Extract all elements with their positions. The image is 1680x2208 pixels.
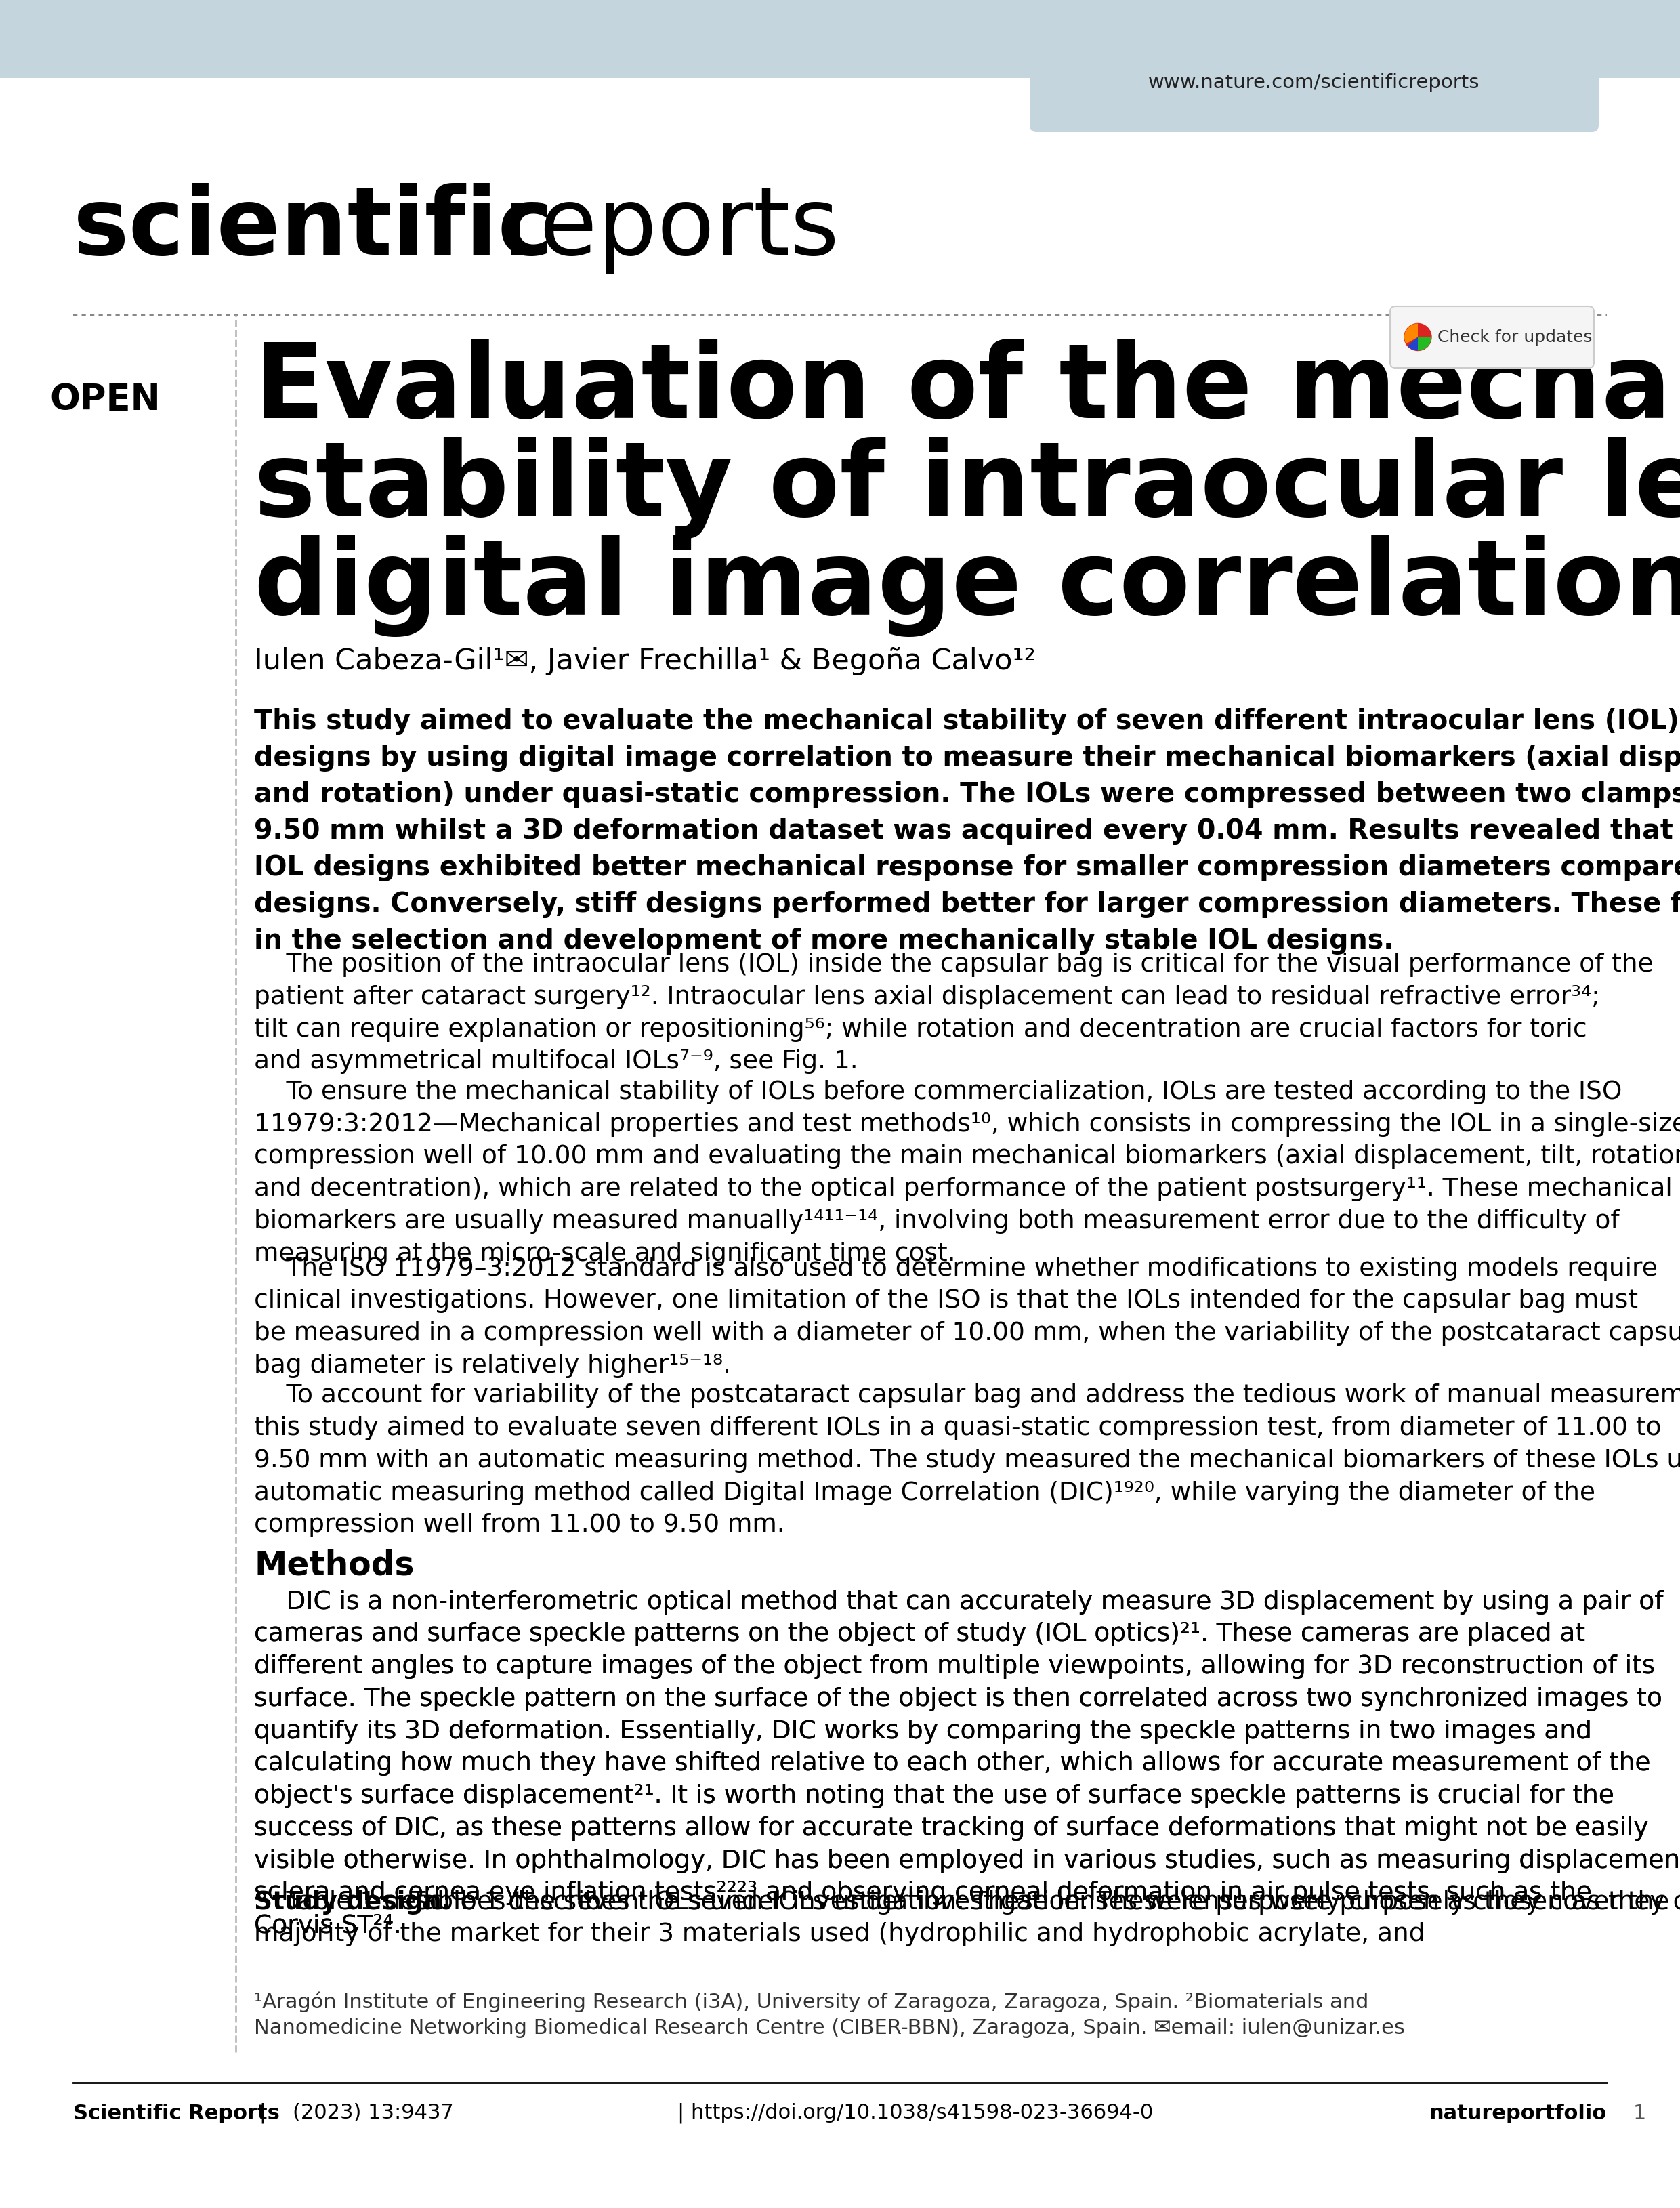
Text: reports: reports <box>472 183 838 274</box>
Text: Methods: Methods <box>254 1550 415 1581</box>
Text: | https://doi.org/10.1038/s41598-023-36694-0: | https://doi.org/10.1038/s41598-023-366… <box>677 2102 1152 2124</box>
Bar <box>0 0 1680 77</box>
Wedge shape <box>1404 325 1418 344</box>
Text: stability of intraocular lenses using: stability of intraocular lenses using <box>254 437 1680 539</box>
Text: DIC is a non-interferometric optical method that can accurately measure 3D displ: DIC is a non-interferometric optical met… <box>254 1590 1680 1939</box>
Text: To account for variability of the postcataract capsular bag and address the tedi: To account for variability of the postca… <box>254 1384 1680 1537</box>
FancyBboxPatch shape <box>1389 307 1594 369</box>
Text: The position of the intraocular lens (IOL) inside the capsular bag is critical f: The position of the intraocular lens (IO… <box>254 952 1653 1073</box>
Text: |    (2023) 13:9437: | (2023) 13:9437 <box>252 2102 454 2124</box>
Text: Check for updates: Check for updates <box>1438 329 1593 344</box>
Circle shape <box>1404 325 1431 351</box>
Text: Table 1 describes the seven IOLs under investigation. These lenses were purposel: Table 1 describes the seven IOLs under i… <box>386 1890 1680 1914</box>
Text: Evaluation of the mechanical: Evaluation of the mechanical <box>254 338 1680 439</box>
Text: Scientific Reports: Scientific Reports <box>74 2104 279 2122</box>
Text: scientific: scientific <box>74 183 554 274</box>
Text: 1: 1 <box>1633 2104 1646 2122</box>
Text: OPEN: OPEN <box>49 382 161 417</box>
Text: Iulen Cabeza-Gil¹✉, Javier Frechilla¹ & Begoña Calvo¹²: Iulen Cabeza-Gil¹✉, Javier Frechilla¹ & … <box>254 647 1037 676</box>
FancyBboxPatch shape <box>1030 33 1599 132</box>
Text: The ISO 11979–3:2012 standard is also used to determine whether modifications to: The ISO 11979–3:2012 standard is also us… <box>254 1256 1680 1378</box>
Wedge shape <box>1408 338 1418 351</box>
Text: This study aimed to evaluate the mechanical stability of seven different intraoc: This study aimed to evaluate the mechani… <box>254 709 1680 954</box>
Text: natureportfolio: natureportfolio <box>1430 2104 1606 2122</box>
Text: Table 1 describes the seven IOLs under investigation. These lenses were purposel: Table 1 describes the seven IOLs under i… <box>254 1890 1670 1947</box>
Text: DIC is a non-interferometric optical method that can accurately measure 3D displ: DIC is a non-interferometric optical met… <box>254 1590 1680 1939</box>
Text: To ensure the mechanical stability of IOLs before commercialization, IOLs are te: To ensure the mechanical stability of IO… <box>254 1080 1680 1265</box>
Text: Study design.: Study design. <box>254 1890 452 1914</box>
Wedge shape <box>1418 338 1431 351</box>
Text: digital image correlation: digital image correlation <box>254 534 1680 636</box>
Text: www.nature.com/scientificreports: www.nature.com/scientificreports <box>1149 73 1480 93</box>
Text: ¹Aragón Institute of Engineering Research (i3A), University of Zaragoza, Zaragoz: ¹Aragón Institute of Engineering Researc… <box>254 1992 1404 2038</box>
